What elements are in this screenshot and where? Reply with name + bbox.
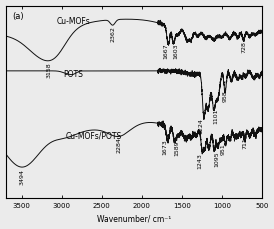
Text: 728: 728	[241, 41, 246, 52]
X-axis label: Wavenumber/ cm⁻¹: Wavenumber/ cm⁻¹	[96, 214, 171, 224]
Text: 1101: 1101	[214, 109, 219, 124]
Text: Cu-MOFs/POTS: Cu-MOFs/POTS	[65, 132, 122, 141]
Text: 1667: 1667	[163, 43, 168, 59]
Text: 711: 711	[242, 137, 247, 149]
Text: 1673: 1673	[163, 139, 168, 155]
Text: 1095: 1095	[214, 151, 219, 167]
Text: 3158: 3158	[47, 63, 52, 78]
Text: 2362: 2362	[110, 27, 115, 42]
Text: POTS: POTS	[64, 70, 84, 79]
Text: 2284: 2284	[116, 137, 121, 153]
Text: (a): (a)	[12, 12, 24, 21]
Text: 951: 951	[221, 143, 226, 155]
Text: 1589: 1589	[175, 140, 179, 156]
Text: 1603: 1603	[173, 43, 178, 59]
Text: 1224: 1224	[199, 118, 204, 134]
Text: 958: 958	[222, 90, 228, 102]
Text: 3494: 3494	[19, 169, 25, 185]
Text: 1243: 1243	[197, 153, 202, 169]
Text: Cu-MOFs: Cu-MOFs	[57, 17, 90, 26]
